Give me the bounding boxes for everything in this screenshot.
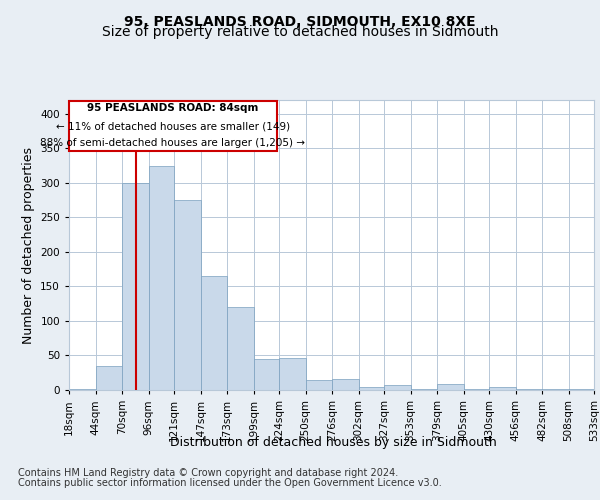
Bar (569, 388, 594, 390)
Bar (122, 183, 149, 390)
Text: Contains HM Land Registry data © Crown copyright and database right 2024.: Contains HM Land Registry data © Crown c… (18, 468, 398, 477)
FancyBboxPatch shape (69, 102, 277, 151)
Bar (384, 385, 410, 390)
Bar (332, 379, 359, 390)
Text: 88% of semi-detached houses are larger (1,205) →: 88% of semi-detached houses are larger (… (40, 138, 305, 148)
Bar (489, 387, 515, 390)
Bar (437, 384, 464, 390)
Bar (359, 386, 384, 390)
Text: Distribution of detached houses by size in Sidmouth: Distribution of detached houses by size … (170, 436, 496, 449)
Bar (254, 359, 279, 390)
Text: 95, PEASLANDS ROAD, SIDMOUTH, EX10 8XE: 95, PEASLANDS ROAD, SIDMOUTH, EX10 8XE (124, 15, 476, 29)
Bar (149, 166, 174, 390)
Bar (69, 388, 95, 390)
Bar (227, 307, 254, 390)
Text: Size of property relative to detached houses in Sidmouth: Size of property relative to detached ho… (102, 25, 498, 39)
Text: Contains public sector information licensed under the Open Government Licence v3: Contains public sector information licen… (18, 478, 442, 488)
Text: 95 PEASLANDS ROAD: 84sqm: 95 PEASLANDS ROAD: 84sqm (87, 103, 259, 113)
Bar (200, 276, 227, 390)
Bar (279, 358, 305, 390)
Bar (174, 200, 200, 390)
Bar (305, 380, 332, 390)
Bar (95, 366, 122, 390)
Y-axis label: Number of detached properties: Number of detached properties (22, 146, 35, 344)
Text: ← 11% of detached houses are smaller (149): ← 11% of detached houses are smaller (14… (56, 121, 290, 131)
